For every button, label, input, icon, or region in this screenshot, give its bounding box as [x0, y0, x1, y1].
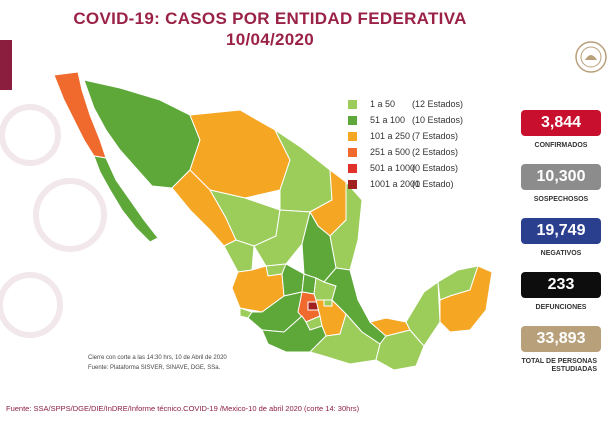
state-nayarit[interactable]	[223, 239, 255, 273]
state-chihuahua[interactable]	[189, 109, 291, 199]
legend-range: 251 a 500	[370, 147, 411, 157]
suspected-label: SOSPECHOSOS	[533, 196, 589, 203]
state-guanajuato[interactable]	[281, 263, 305, 297]
suspected-count-badge: 10,300	[521, 164, 601, 190]
legend-range: 1001 a 2000	[370, 179, 421, 189]
legend-range: 1 a 50	[370, 99, 396, 109]
state-baja-california-sur[interactable]	[93, 155, 159, 243]
legend-count: (2 Estados)	[412, 147, 459, 157]
legend-range: 501 a 1000	[370, 163, 416, 173]
state-tabasco[interactable]	[368, 317, 411, 337]
stats-panel: 3,844 CONFIRMADOS 10,300 SOSPECHOSOS 19,…	[521, 110, 601, 388]
negative-count-badge: 19,749	[521, 218, 601, 244]
platform-note: Fuente: Plataforma SISVER, SINAVE, DGE, …	[88, 365, 221, 371]
source-footer: Fuente: SSA/SPPS/DGE/DIE/InDRE/Informe t…	[6, 404, 360, 413]
legend-count: (7 Estados)	[412, 131, 459, 141]
mexico-cases-map	[53, 71, 493, 371]
total-studied-label: TOTAL DE PERSONAS ESTUDIADAS	[521, 358, 597, 373]
total-studied-count-badge: 33,893	[521, 326, 601, 352]
legend-swatch	[348, 180, 357, 189]
legend-count: (0 Estados)	[412, 163, 459, 173]
title-line-2: 10/04/2020	[225, 30, 315, 49]
brand-accent-bar	[0, 40, 12, 90]
page-title: COVID-19: CASOS POR ENTIDAD FEDERATIVA 1…	[40, 8, 500, 50]
title-line-1: COVID-19: CASOS POR ENTIDAD FEDERATIVA	[73, 9, 467, 28]
legend-swatch	[348, 164, 357, 173]
legend-count: (1 Estado)	[412, 179, 454, 189]
confirmed-label: CONFIRMADOS	[534, 142, 588, 149]
state-tlaxcala[interactable]	[323, 299, 333, 307]
confirmed-count-badge: 3,844	[521, 110, 601, 136]
legend-swatch	[348, 148, 357, 157]
government-seal-icon	[575, 41, 607, 73]
legend-swatch	[348, 100, 357, 109]
deaths-label: DEFUNCIONES	[535, 304, 587, 311]
state-quintana-roo[interactable]	[439, 265, 493, 333]
legend-count: (12 Estados)	[412, 99, 464, 109]
negative-label: NEGATIVOS	[540, 250, 582, 257]
legend-swatch	[348, 132, 357, 141]
background-ornament	[0, 104, 107, 338]
legend-range: 51 a 100	[370, 115, 406, 125]
legend-count: (10 Estados)	[412, 115, 464, 125]
legend-swatch	[348, 116, 357, 125]
deaths-count-badge: 233	[521, 272, 601, 298]
state-guerrero[interactable]	[261, 315, 327, 353]
cutoff-note: Cierre con corte a las 14:30 hrs, 10 de …	[88, 355, 227, 361]
legend-range: 101 a 250	[370, 131, 411, 141]
